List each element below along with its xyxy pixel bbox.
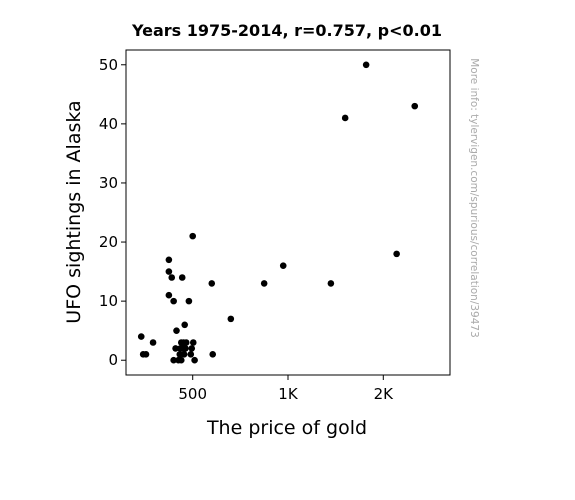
data-point xyxy=(185,297,193,305)
data-point xyxy=(168,274,176,281)
y-tick-label: 40 xyxy=(99,115,118,133)
data-point xyxy=(191,356,198,364)
data-point xyxy=(189,232,197,240)
data-point xyxy=(178,274,186,281)
data-point xyxy=(279,262,287,269)
data-point xyxy=(172,345,179,352)
x-tick-label: 500 xyxy=(178,385,207,403)
data-point xyxy=(137,333,145,340)
x-axis: 500 1K 2K xyxy=(178,375,394,403)
x-tick-label: 2K xyxy=(374,385,395,403)
data-point xyxy=(187,351,195,358)
data-point xyxy=(180,351,188,358)
y-axis: 0 10 20 30 40 50 xyxy=(99,56,126,369)
data-point xyxy=(181,321,189,329)
data-point xyxy=(208,280,216,287)
data-point xyxy=(189,339,197,346)
data-point xyxy=(165,256,173,264)
y-axis-label: UFO sightings in Alaska xyxy=(63,100,85,323)
y-tick-label: 50 xyxy=(99,56,118,74)
data-point xyxy=(341,114,349,122)
data-point xyxy=(188,345,196,352)
chart-title: Years 1975-2014, r=0.757, p<0.01 xyxy=(131,21,442,40)
data-point xyxy=(182,339,190,346)
data-point xyxy=(165,291,173,299)
data-point xyxy=(170,356,177,364)
data-point xyxy=(173,327,180,334)
data-point xyxy=(149,339,157,346)
data-point xyxy=(177,356,185,364)
data-point xyxy=(142,351,150,358)
data-point xyxy=(227,315,235,323)
data-point xyxy=(393,250,400,258)
data-point xyxy=(182,345,189,352)
data-points xyxy=(137,61,419,364)
y-tick-label: 0 xyxy=(108,351,118,369)
x-axis-label: The price of gold xyxy=(206,417,367,439)
data-point xyxy=(362,61,370,69)
plot-area xyxy=(125,49,451,376)
y-tick-label: 30 xyxy=(99,174,118,192)
data-point xyxy=(170,297,177,305)
y-tick-label: 20 xyxy=(99,233,118,251)
data-point xyxy=(165,268,173,275)
data-point xyxy=(327,280,335,287)
source-note: More info: tylervigen.com/spurious/corre… xyxy=(468,58,480,338)
x-tick-label: 1K xyxy=(278,385,299,403)
y-tick-label: 10 xyxy=(99,292,118,310)
data-point xyxy=(411,102,419,110)
data-point xyxy=(209,351,217,358)
data-point xyxy=(260,280,268,287)
